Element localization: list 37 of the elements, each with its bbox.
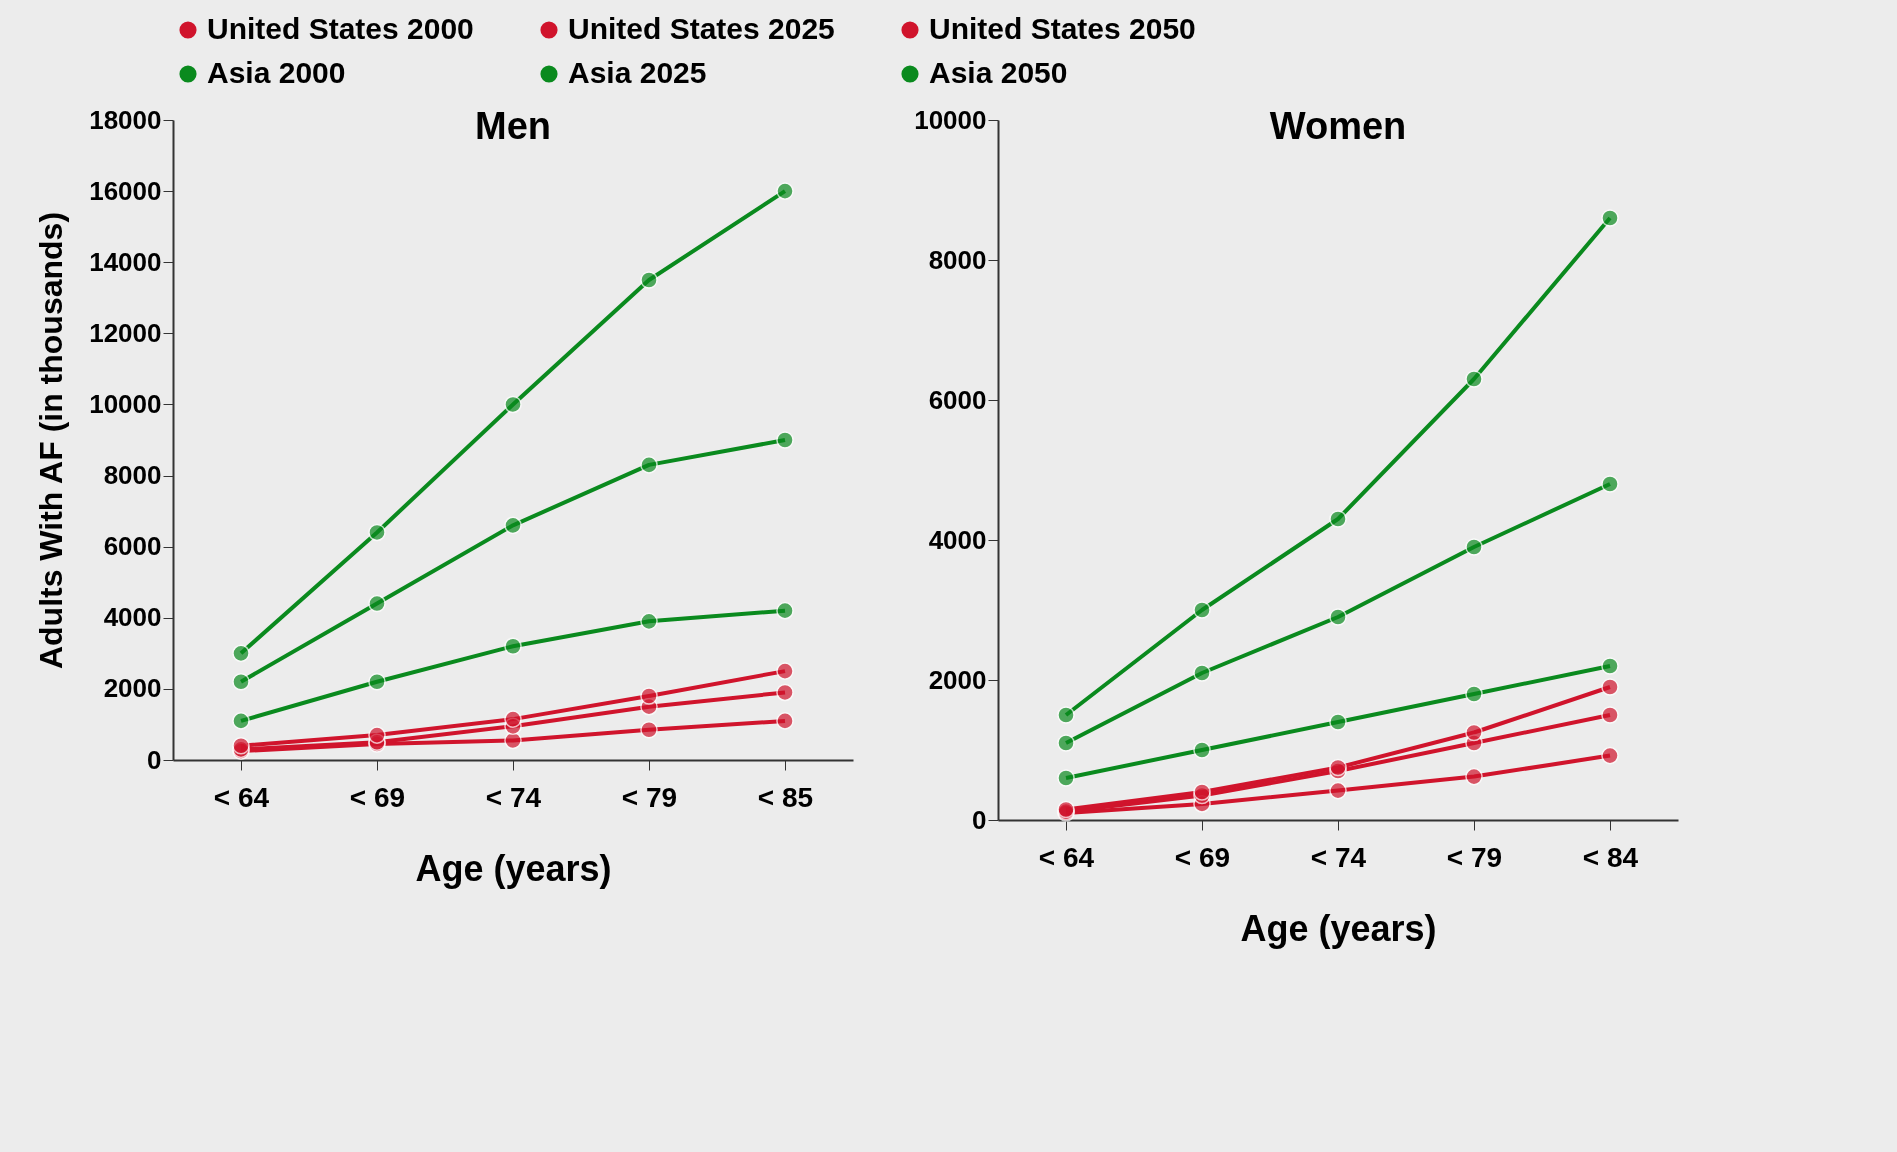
x-tick-label: < 69 <box>1174 841 1231 873</box>
y-axis-title: Adults With AF (in thousands) <box>33 211 70 670</box>
y-tick-label: 2000 <box>928 664 987 695</box>
x-tick-label: < 69 <box>349 781 406 813</box>
y-tick-label: 0 <box>972 804 987 835</box>
y-tick-label: 4000 <box>103 602 162 633</box>
x-tick-label: < 64 <box>213 781 270 813</box>
x-tick-label: < 79 <box>1446 841 1503 873</box>
x-axis-title: Age (years) <box>415 847 612 889</box>
x-tick-label: < 84 <box>1582 841 1639 873</box>
y-tick-label: 10000 <box>914 104 987 135</box>
y-tick-label: 10000 <box>89 388 162 419</box>
y-tick-label: 18000 <box>89 104 162 135</box>
y-tick-label: 16000 <box>89 175 162 206</box>
x-tick-label: < 79 <box>621 781 678 813</box>
x-tick-label: < 74 <box>1310 841 1367 873</box>
chart-title: Men <box>475 105 551 147</box>
y-tick-label: 2000 <box>103 673 162 704</box>
y-tick-label: 4000 <box>928 524 987 555</box>
chart-title: Women <box>1269 105 1407 147</box>
y-tick-label: 12000 <box>89 317 162 348</box>
x-tick-label: < 85 <box>757 781 814 813</box>
y-tick-label: 14000 <box>89 246 162 277</box>
legend-label: United States 2025 <box>568 12 835 45</box>
legend-label: Asia 2050 <box>929 56 1068 89</box>
y-tick-label: 6000 <box>928 384 987 415</box>
x-tick-label: < 64 <box>1038 841 1095 873</box>
y-tick-label: 8000 <box>103 460 162 491</box>
x-axis-title: Age (years) <box>1240 907 1437 949</box>
x-tick-label: < 74 <box>485 781 542 813</box>
y-tick-label: 6000 <box>103 531 162 562</box>
legend-label: Asia 2025 <box>568 56 707 89</box>
y-tick-label: 0 <box>147 744 162 775</box>
legend-label: Asia 2000 <box>207 56 346 89</box>
legend-label: United States 2050 <box>929 12 1196 45</box>
legend-label: United States 2000 <box>207 12 474 45</box>
y-tick-label: 8000 <box>928 244 987 275</box>
